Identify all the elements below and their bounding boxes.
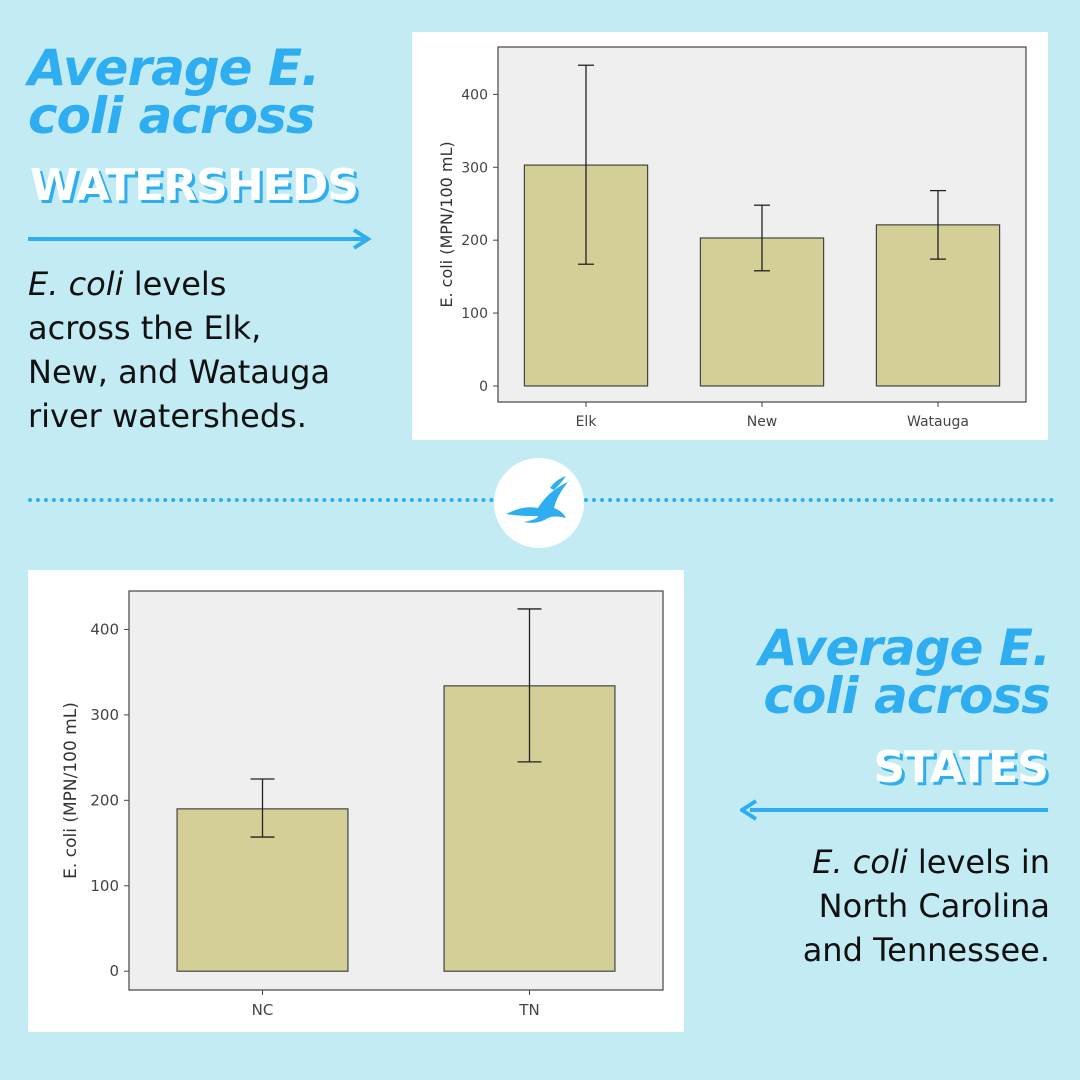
bar (699, 237, 825, 387)
bottom-caps-label: STATES (873, 742, 1049, 793)
x-tick-label: New (747, 414, 778, 430)
arrow-right-icon (28, 228, 372, 250)
bottom-heading-line2: coli across (763, 667, 1051, 725)
top-desc-line3: New, and Watauga (28, 353, 331, 391)
top-desc-line4: river watersheds. (28, 397, 307, 435)
y-tick-label: 400 (90, 620, 119, 638)
logo-badge (494, 458, 584, 548)
y-tick-label: 0 (479, 379, 488, 395)
top-heading-line2: coli across (28, 87, 316, 145)
arrow-left-icon (740, 799, 1048, 821)
bottom-desc-line2: North Carolina (818, 887, 1050, 925)
watershed-bar-chart: 0 100 200 300 400 Elk New Watauga E. coli (MPN/1… (437, 46, 1027, 430)
eagle-icon (506, 476, 568, 523)
top-description: E. coli levels across the Elk, New, and … (28, 262, 398, 438)
y-tick-label: 0 (109, 962, 119, 980)
top-desc-italic: E. coli (28, 265, 124, 303)
states-chart-panel: 0 100 200 300 400 NC TN E. coli (MPN/100 mL) (28, 570, 684, 1032)
bottom-desc-italic: E. coli (812, 843, 908, 881)
y-tick-label: 400 (461, 87, 488, 103)
x-tick-label: Watauga (907, 414, 969, 430)
y-tick-label: 200 (90, 791, 119, 809)
bottom-heading-line1: Average E. (758, 619, 1051, 677)
y-tick-label: 100 (90, 877, 119, 895)
top-desc-line1: levels (123, 265, 227, 303)
y-tick-label: 300 (461, 160, 488, 176)
y-tick-label: 200 (461, 233, 488, 249)
top-heading-line1: Average E. (28, 39, 320, 97)
top-caps-label: WATERSHEDS (30, 160, 359, 211)
x-tick-label: NC (252, 1001, 274, 1019)
y-axis-label: E. coli (MPN/100 mL) (437, 141, 456, 307)
top-heading: Average E. coli across (28, 39, 320, 145)
x-tick-label: Elk (576, 414, 598, 430)
bottom-heading: Average E. coli across (700, 619, 1051, 725)
y-axis-label: E. coli (MPN/100 mL) (61, 702, 81, 879)
y-tick-label: 100 (461, 306, 488, 322)
states-bar-chart: 0 100 200 300 400 NC TN E. coli (MPN/100 mL) (61, 590, 664, 1019)
top-desc-line2: across the Elk, (28, 309, 262, 347)
bottom-desc-line1: levels in (907, 843, 1050, 881)
y-tick-label: 300 (90, 706, 119, 724)
bottom-desc-line3: and Tennessee. (802, 931, 1050, 969)
divider-left (28, 498, 494, 502)
watershed-chart-panel: 0 100 200 300 400 Elk New Watauga E. coli (MPN/1… (412, 32, 1048, 440)
x-tick-label: TN (518, 1001, 539, 1019)
divider-right (584, 498, 1054, 502)
bottom-description: E. coli levels in North Carolina and Ten… (700, 840, 1050, 972)
